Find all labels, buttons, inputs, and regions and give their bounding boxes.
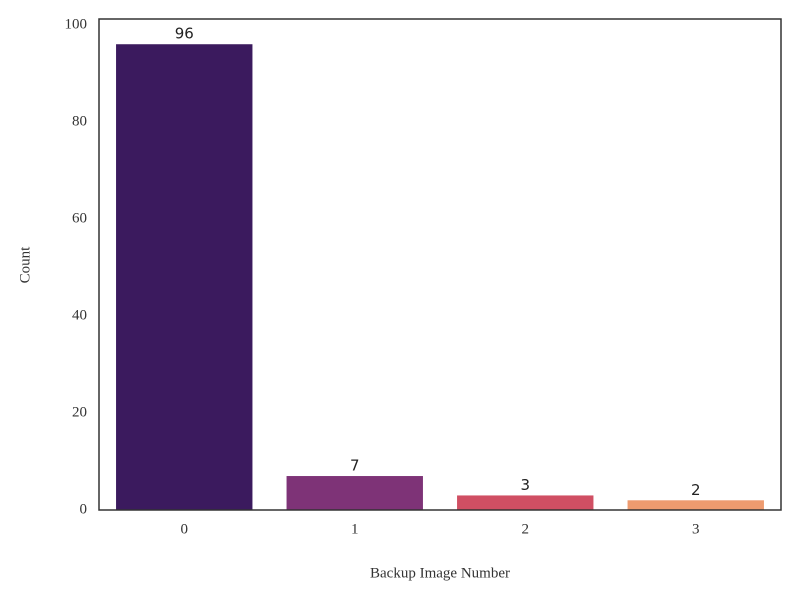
x-tick-label: 0 [181, 521, 189, 537]
data-label: 96 [175, 25, 194, 43]
data-label: 7 [350, 457, 360, 475]
y-tick-label: 100 [65, 16, 88, 32]
y-tick-label: 0 [80, 501, 88, 517]
bar [116, 44, 253, 510]
y-tick-label: 20 [72, 404, 87, 420]
data-label: 2 [691, 481, 701, 499]
x-tick-label: 1 [351, 521, 359, 537]
y-axis-label: Count [17, 246, 33, 284]
x-tick-label: 3 [692, 521, 700, 537]
x-axis-label: Backup Image Number [370, 565, 510, 581]
plot-frame [98, 18, 782, 511]
y-tick-label: 80 [72, 113, 87, 129]
bar [286, 476, 423, 510]
y-tick-label: 60 [72, 210, 87, 226]
data-label: 3 [520, 476, 530, 494]
bar [627, 500, 764, 510]
bar [457, 495, 594, 510]
x-tick-label: 2 [522, 521, 530, 537]
y-tick-label: 40 [72, 307, 87, 323]
